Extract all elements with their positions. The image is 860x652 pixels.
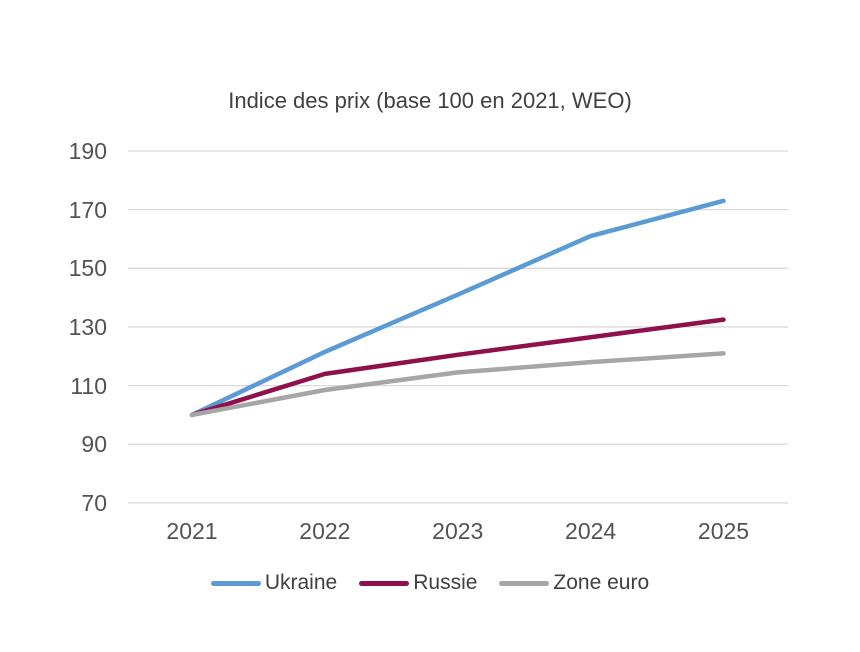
y-axis-tick-label: 190 <box>68 138 107 164</box>
legend-item-zone-euro: Zone euro <box>499 571 649 595</box>
legend-item-ukraine: Ukraine <box>210 571 338 595</box>
chart-title: Indice des prix (base 100 en 2021, WEO) <box>228 88 632 113</box>
legend-item-russie: Russie <box>359 571 477 595</box>
x-axis-tick-label: 2021 <box>166 518 218 544</box>
x-axis-tick-label: 2025 <box>697 518 750 544</box>
y-axis-tick-label: 150 <box>68 255 107 282</box>
y-axis-tick-label: 130 <box>68 313 107 340</box>
legend-label: Ukraine <box>264 571 338 594</box>
legend: Ukraine Russie Zone euro <box>28 571 832 595</box>
x-axis-tick-label: 2023 <box>432 518 484 544</box>
y-axis-tick-label: 110 <box>70 372 107 399</box>
legend-label: Russie <box>413 571 478 594</box>
legend-line-marker-icon <box>499 580 550 586</box>
series-line-ukraine <box>189 198 726 418</box>
series-line-russie <box>189 317 726 418</box>
y-axis-tick-label: 70 <box>81 489 107 516</box>
legend-label: Zone euro <box>553 571 650 594</box>
y-axis-tick-label: 90 <box>81 431 107 458</box>
legend-line-marker-icon <box>210 580 261 586</box>
x-axis-tick-label: 2022 <box>299 518 351 544</box>
y-axis-tick-label: 170 <box>68 196 107 223</box>
series-line-zone-euro <box>189 351 726 418</box>
x-axis-tick-label: 2024 <box>565 518 617 544</box>
legend-line-marker-icon <box>359 580 410 586</box>
